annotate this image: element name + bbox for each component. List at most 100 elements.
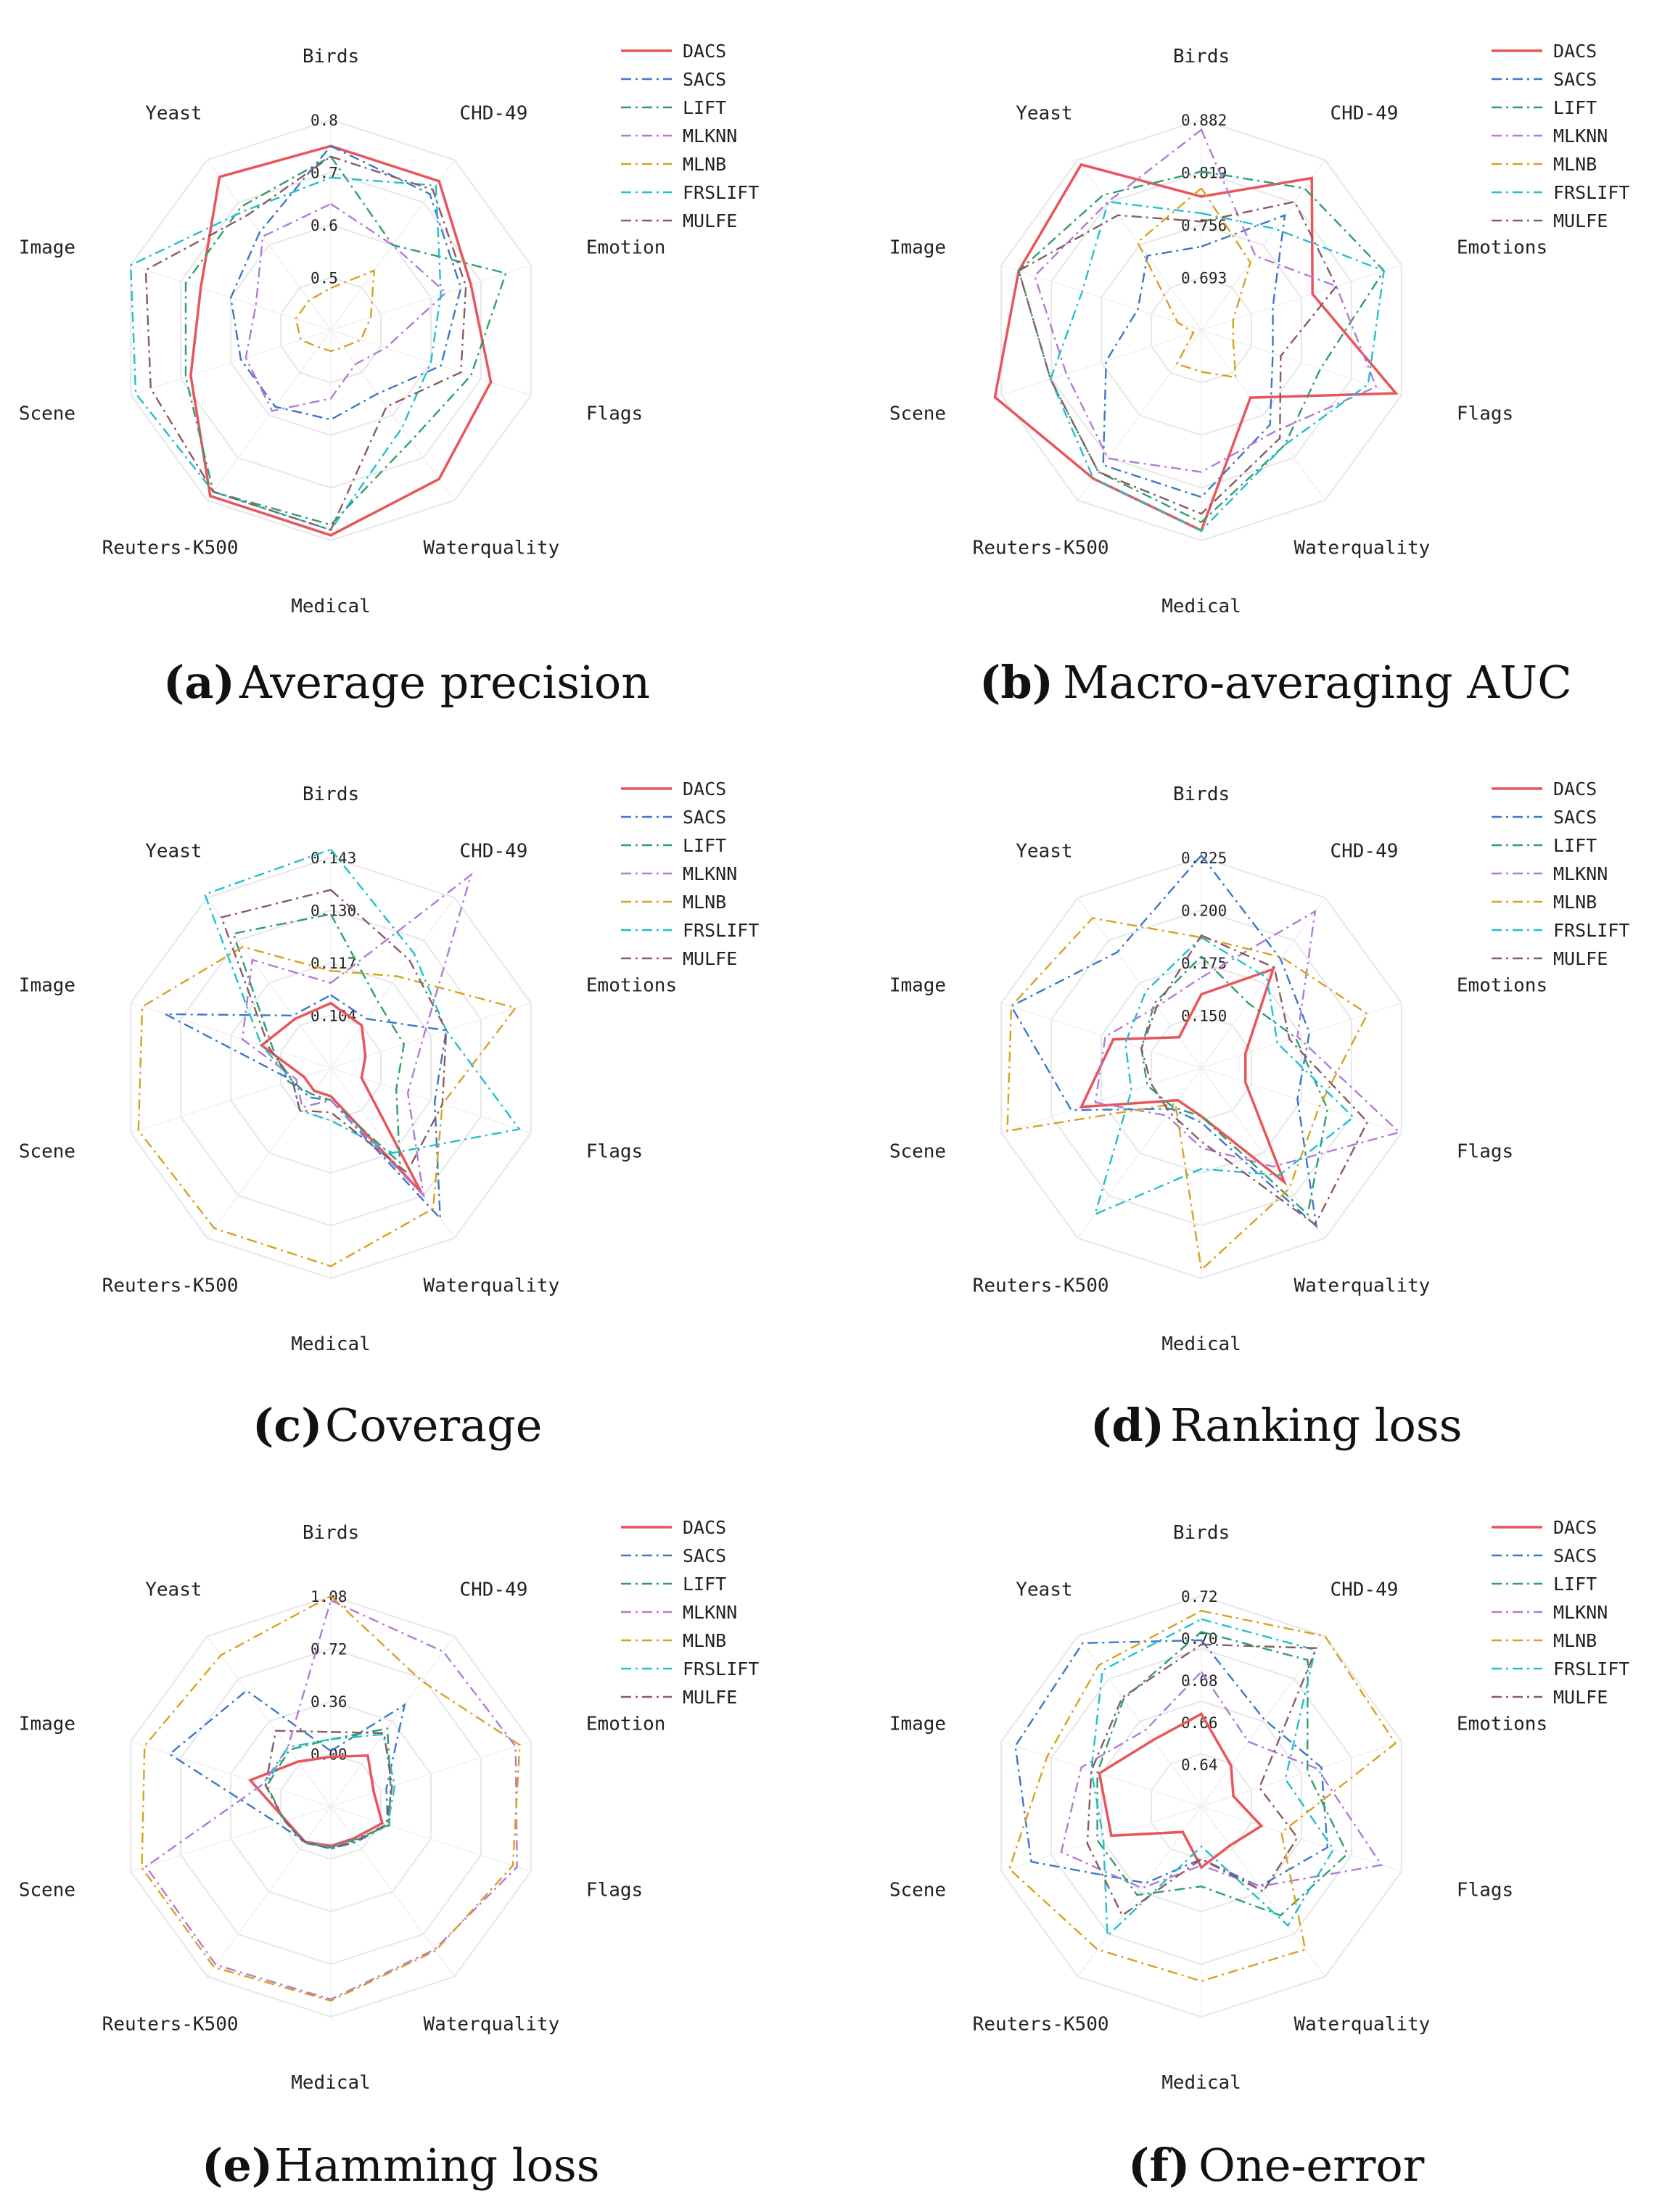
legend-label-sacs: SACS [1553,69,1597,90]
grid-spoke [130,329,332,396]
axis-label: Yeast [145,1579,202,1601]
grid-spoke [330,1806,532,1872]
panel-title: One-error [1198,2139,1425,2192]
grid-spoke [130,1067,332,1134]
panel-letter: (f) [1128,2139,1190,2192]
tick-label: 0.72 [310,1641,347,1658]
series-line-lift [1140,955,1329,1217]
panel-title: Average precision [239,656,650,709]
legend-label-sacs: SACS [1553,1545,1597,1566]
axis-label: Emotions [1457,237,1547,259]
series-line-mlnb [141,1595,521,2002]
legend-label-frslift: FRSLIFT [1553,920,1629,941]
series-line-dacs [1098,1712,1264,1870]
axis-label: CHD-49 [1330,103,1398,125]
grid-spoke [1201,1067,1402,1134]
series-line-frslift [1090,1618,1335,1938]
panel-coverage: (c) Coverage 0.1040.1170.1300.143BirdsCH… [19,778,760,1452]
series-line-mlknn [241,872,473,1198]
series-line-mlnb [1136,186,1251,379]
legend-label-frslift: FRSLIFT [683,920,759,941]
grid-spoke [206,1806,332,1978]
grid-spoke [206,1635,332,1807]
legend-label-sacs: SACS [1553,807,1597,828]
axis-label: Image [889,237,946,259]
axis-label: Flags [586,403,643,424]
axis-label: Image [19,1714,75,1735]
series-line-mulfe [264,1730,393,1850]
axis-label: Image [889,975,946,997]
grid-spoke [1077,897,1202,1069]
series-line-lift [266,1727,392,1849]
legend-label-dacs: DACS [1553,41,1597,62]
axis-label: Yeast [145,841,202,863]
axis-label: CHD-49 [1330,1579,1398,1601]
series-line-mulfe [220,889,448,1175]
tick-label: 0.8 [310,112,338,129]
axis-label: CHD-49 [459,841,527,863]
axis-label: Flags [1457,1140,1513,1162]
axis-label: Reuters-K500 [973,1275,1109,1296]
axis-label: CHD-49 [459,1579,527,1601]
series-line-dacs [259,1001,423,1193]
grid-spoke [1000,1067,1202,1134]
axis-label: Birds [1173,46,1230,67]
series-line-mlknn [144,1599,518,2001]
grid-spoke [330,1740,532,1807]
grid-spoke [130,1740,332,1807]
axis-label: Birds [1173,1522,1230,1544]
grid-spoke [1201,1806,1326,1978]
grid-spoke [1201,1635,1326,1807]
legend-label-mlknn: MLKNN [683,126,737,147]
series-line-sacs [229,144,462,421]
grid-spoke [130,1002,332,1069]
legend-label-lift: LIFT [683,835,726,856]
radar-grid [1000,118,1402,542]
legend: DACS SACS LIFT MLKNN MLNB FRSLIFT MULFE [1492,1517,1629,1708]
axis-label: Waterquality [1294,1275,1430,1296]
axis-label: Birds [303,1522,359,1544]
legend-label-lift: LIFT [1553,1574,1597,1595]
legend-label-lift: LIFT [683,97,726,118]
legend-label-mlknn: MLKNN [683,1602,737,1623]
grid-spoke [1000,1806,1202,1872]
series-line-mlnb [295,269,376,353]
legend-label-lift: LIFT [1553,835,1597,856]
legend-label-mulfe: MULFE [1553,1687,1608,1708]
series-line-mulfe [1017,200,1338,515]
legend: DACS SACS LIFT MLKNN MLNB FRSLIFT MULFE [1492,778,1629,969]
axis-label: Medical [1161,2072,1241,2094]
axis-label: Medical [291,2072,371,2094]
series-line-mlknn [1094,909,1402,1168]
grid-spoke [1201,1002,1402,1069]
axis-label: Flags [586,1879,643,1901]
legend-label-frslift: FRSLIFT [683,1658,759,1679]
legend: DACS SACS LIFT MLKNN MLNB FRSLIFT MULFE [621,41,759,231]
legend-label-dacs: DACS [1553,778,1597,799]
legend-label-mulfe: MULFE [1553,948,1608,969]
tick-label: 0.882 [1181,112,1227,129]
axis-label: Image [19,975,75,997]
grid-spoke [330,329,456,501]
legend-label-mlnb: MLNB [1553,892,1597,913]
axis-label: Yeast [1016,1579,1072,1601]
axis-label: Emotions [1457,975,1547,997]
axis-label: Scene [19,1140,75,1162]
legend-label-mlnb: MLNB [683,892,726,913]
panel-ranking-loss: (d) Ranking loss 0.1500.1750.2000.225Bir… [889,778,1630,1452]
radar-grid [130,118,532,542]
series-line-sacs [1014,1639,1329,1888]
axis-label: Waterquality [1294,2013,1430,2035]
legend-label-dacs: DACS [1553,1517,1597,1538]
grid-spoke [206,1067,332,1239]
legend-label-mulfe: MULFE [683,210,737,231]
legend-label-mulfe: MULFE [683,948,737,969]
axis-label: Medical [291,596,371,617]
axis-label: Reuters-K500 [973,537,1109,559]
grid-spoke [1000,264,1202,331]
tick-label: 0.130 [310,903,356,920]
legend-label-mulfe: MULFE [683,1687,737,1708]
legend-label-mulfe: MULFE [1553,210,1608,231]
grid-spoke [1077,329,1202,501]
axis-label: Emotion [586,1714,666,1735]
